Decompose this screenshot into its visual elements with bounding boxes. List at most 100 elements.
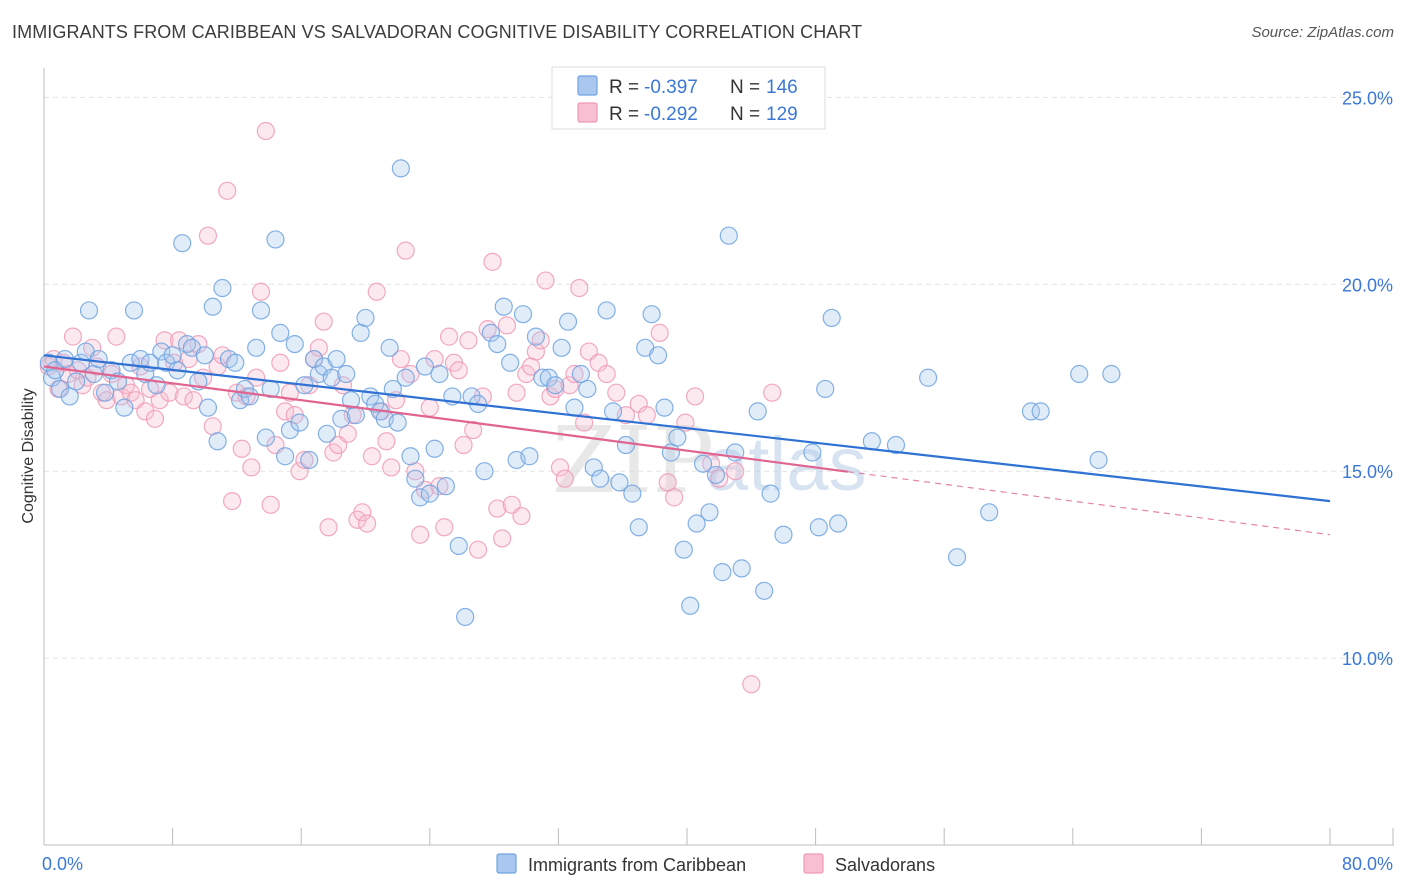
salvadorans-point — [382, 458, 401, 477]
caribbean-point — [401, 447, 420, 466]
salvadorans-point — [411, 525, 430, 544]
caribbean-point — [603, 402, 623, 421]
series-salvadorans-points — [39, 121, 782, 694]
caribbean-point — [462, 387, 481, 406]
salvadorans-point — [726, 462, 745, 481]
caribbean-point — [578, 379, 597, 399]
caribbean-point — [623, 484, 642, 503]
caribbean-trend-line — [43, 354, 1331, 503]
caribbean-point — [809, 518, 828, 537]
legend-r-label: R = — [609, 104, 639, 125]
salvadorans-point — [174, 387, 193, 406]
salvadorans-point — [550, 458, 570, 477]
caribbean-point — [271, 323, 290, 342]
salvadorans-point — [338, 424, 357, 443]
chart-title: IMMIGRANTS FROM CARIBBEAN VS SALVADORAN … — [12, 22, 863, 42]
caribbean-point — [488, 334, 507, 354]
salvadorans-point — [658, 473, 677, 492]
salvadorans-point — [155, 331, 174, 350]
caribbean-point — [648, 346, 668, 365]
caribbean-point — [411, 488, 430, 507]
caribbean-point — [152, 342, 171, 361]
salvadorans-point — [512, 506, 531, 526]
salvadorans-point — [526, 342, 545, 361]
caribbean-point — [115, 398, 134, 417]
caribbean-point — [1089, 450, 1108, 470]
salvadorans-point — [309, 338, 328, 357]
caribbean-point — [317, 424, 337, 443]
caribbean-point — [822, 308, 841, 328]
salvadorans-point — [507, 383, 526, 402]
caribbean-point — [337, 364, 356, 384]
salvadorans-point — [565, 364, 584, 384]
caribbean-point — [1102, 364, 1121, 384]
legend-r-value: -0.397 — [644, 77, 698, 98]
salvadorans-point — [391, 349, 410, 369]
caribbean-point — [256, 428, 275, 447]
salvadorans-trend-line — [43, 365, 848, 473]
caribbean-point — [700, 503, 719, 522]
caribbean-point — [208, 432, 227, 451]
caribbean-point — [980, 503, 999, 522]
caribbean-point — [655, 398, 674, 417]
salvadorans-point — [607, 383, 626, 402]
caribbean-point — [280, 420, 300, 440]
salvadorans-point — [454, 435, 473, 455]
caribbean-point — [388, 413, 407, 432]
caribbean-point — [276, 447, 295, 466]
caribbean-point — [755, 581, 774, 600]
caribbean-point — [195, 346, 214, 365]
salvadorans-point — [145, 409, 165, 428]
salvadorans-point — [488, 499, 507, 518]
legend-label-salvadorans: Salvadorans — [835, 855, 935, 875]
caribbean-point — [430, 364, 449, 384]
legend-swatch-blue — [577, 75, 598, 96]
legend-n-label: N = — [730, 104, 760, 125]
caribbean-point — [425, 439, 444, 458]
salvadorans-point — [742, 675, 761, 694]
source-credit: Source: ZipAtlas.com — [1251, 24, 1394, 41]
caribbean-point — [571, 364, 591, 384]
watermark-zip: ZIP — [552, 407, 714, 514]
salvadorans-point — [493, 529, 512, 548]
salvadorans-point — [319, 518, 338, 537]
caribbean-point — [520, 447, 539, 466]
salvadorans-point — [150, 391, 169, 410]
salvadorans-point — [497, 316, 517, 335]
salvadorans-point — [222, 491, 242, 511]
caribbean-point — [173, 234, 192, 253]
caribbean-point — [546, 376, 565, 395]
caribbean-point — [332, 409, 351, 428]
salvadorans-point — [459, 331, 478, 350]
axes — [43, 68, 1394, 846]
salvadorans-point — [276, 402, 295, 421]
caribbean-point — [748, 402, 767, 421]
caribbean-point — [285, 334, 304, 354]
caribbean-point — [674, 540, 693, 559]
caribbean-point — [213, 278, 232, 298]
x-tick-label-max: 80.0% — [1342, 854, 1393, 874]
salvadorans-point — [358, 514, 377, 533]
caribbean-point — [67, 372, 86, 391]
caribbean-point — [60, 387, 79, 406]
caribbean-point — [719, 226, 738, 245]
caribbean-point — [1070, 364, 1089, 384]
caribbean-point — [406, 469, 425, 488]
caribbean-point — [803, 443, 822, 462]
caribbean-point — [616, 435, 636, 455]
caribbean-point — [629, 518, 648, 537]
caribbean-point — [226, 353, 245, 372]
caribbean-point — [198, 398, 218, 417]
caribbean-point — [322, 368, 341, 387]
caribbean-point — [89, 349, 108, 369]
caribbean-point — [95, 383, 115, 402]
caribbean-point — [356, 308, 375, 328]
trend-lines — [43, 354, 1331, 536]
caribbean-point — [396, 368, 415, 387]
salvadorans-point — [575, 413, 594, 432]
caribbean-point — [829, 514, 848, 533]
y-tick-label: 15.0% — [1342, 462, 1393, 482]
y-tick-label: 25.0% — [1342, 88, 1393, 108]
salvadorans-point — [536, 271, 555, 290]
